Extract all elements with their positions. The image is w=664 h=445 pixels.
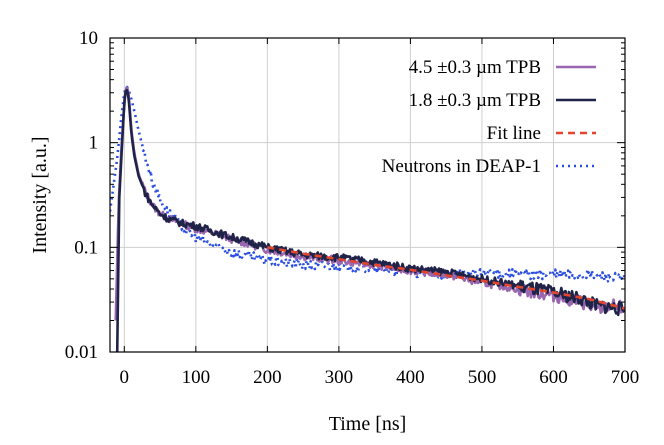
x-tick-label: 600 [539,367,568,388]
y-axis-label: Intensity [a.u.] [29,136,51,253]
x-tick-label: 100 [182,367,211,388]
plot-frame [109,37,626,353]
series-line-4-5-0-3-m-tpb [114,86,625,321]
x-tick-label: 300 [325,367,354,388]
x-tick-label: 0 [120,367,130,388]
x-axis-tick-labels: 0 100 200 300 400 500 600 700 [120,367,640,388]
y-tick-label: 0.1 [74,237,98,258]
x-tick-label: 200 [253,367,282,388]
y-axis-tick-labels: 0.01 0.1 1 10 [65,28,98,363]
y-tick-label: 0.01 [65,342,98,363]
legend-label: 1.8 ±0.3 µm TPB [409,90,541,111]
legend-label: Fit line [487,123,541,144]
grid [110,37,626,353]
legend: 4.5 ±0.3 µm TPB 1.8 ±0.3 µm TPB Fit line Ne… [382,57,596,177]
series-line-1-8-0-3-m-tpb [115,88,625,352]
x-axis-label: Time [ns] [329,413,407,435]
plot-area [110,85,625,352]
x-tick-label: 500 [468,367,497,388]
legend-label: Neutrons in DEAP-1 [382,156,541,177]
series-line-neutrons-in-deap-1 [110,85,625,284]
y-tick-label: 10 [79,28,98,49]
legend-label: 4.5 ±0.3 µm TPB [409,57,541,78]
axis-ticks [110,37,626,353]
y-tick-label: 1 [89,133,99,154]
x-tick-label: 400 [396,367,425,388]
series-line-fit-line [267,246,625,310]
x-tick-label: 700 [611,367,640,388]
